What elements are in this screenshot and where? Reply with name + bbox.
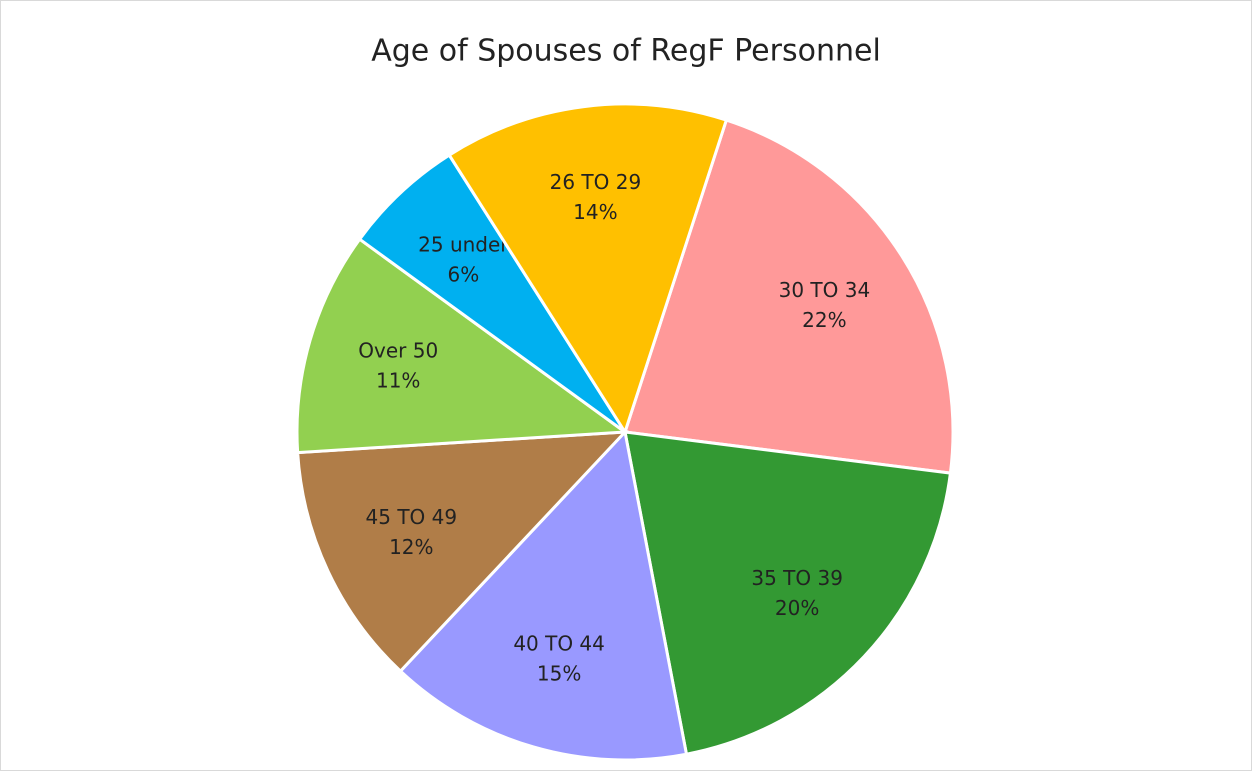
pie-slice (357, 152, 627, 434)
slice-value-label: 22% (802, 308, 846, 332)
slice-category-label: 25 under (418, 232, 509, 256)
slice-category-label: 45 TO 49 (366, 505, 458, 529)
slice-category-label: Over 50 (358, 339, 438, 363)
slice-category-label: 26 TO 29 (550, 170, 642, 194)
chart-title: Age of Spouses of RegF Personnel (371, 34, 881, 69)
pie-slice (623, 430, 953, 756)
slice-value-label: 11% (376, 369, 420, 393)
slice-value-label: 12% (389, 535, 433, 559)
pie-slice (398, 428, 689, 762)
slice-value-label: 14% (573, 200, 617, 224)
slice-value-label: 6% (447, 262, 479, 286)
slice-category-label: 30 TO 34 (779, 278, 871, 302)
pie-slice (296, 430, 629, 674)
slice-value-label: 20% (775, 596, 819, 620)
slice-category-label: 40 TO 44 (513, 631, 605, 655)
pie-slice (295, 237, 630, 455)
slice-category-label: 35 TO 39 (751, 566, 843, 590)
pie-slice (447, 102, 729, 436)
slice-value-label: 15% (537, 661, 581, 685)
pie-slice (623, 118, 955, 475)
